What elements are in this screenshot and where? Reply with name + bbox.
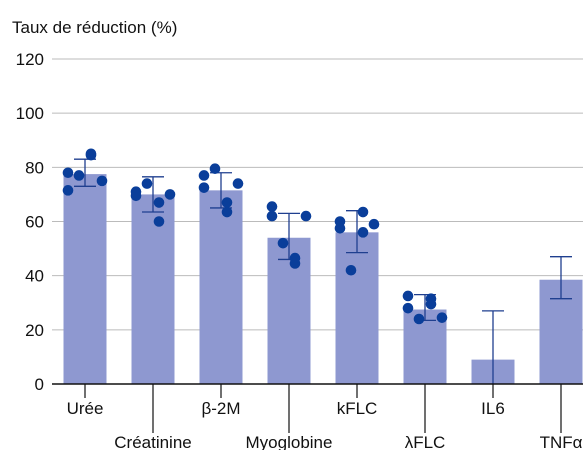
data-point [141, 178, 153, 189]
data-point [232, 178, 244, 189]
bar [335, 232, 379, 384]
x-tick-label: kFLC [337, 399, 378, 418]
data-point [289, 252, 301, 264]
data-point [85, 148, 97, 160]
data-point [357, 227, 369, 238]
error-bar [550, 256, 572, 300]
data-point [368, 218, 380, 230]
x-tick-label: IL6 [481, 399, 505, 418]
data-point [221, 206, 233, 218]
x-tick-label: Urée [67, 399, 104, 418]
y-tick-label: 0 [35, 375, 44, 394]
data-point [277, 237, 289, 249]
y-tick-label: 80 [25, 158, 44, 177]
data-point [62, 167, 74, 179]
data-point [153, 197, 165, 208]
y-tick-label: 20 [25, 321, 44, 340]
y-tick-label: 40 [25, 267, 44, 286]
data-point [221, 197, 233, 208]
y-tick-label: 60 [25, 213, 44, 232]
y-tick-label: 100 [16, 104, 44, 123]
bars [63, 174, 583, 384]
data-point [266, 210, 278, 222]
x-tick-label: Myoglobine [246, 433, 333, 450]
data-point [209, 163, 221, 174]
data-point [425, 298, 437, 310]
data-point [357, 206, 369, 218]
chart-title: Taux de réduction (%) [12, 18, 177, 37]
data-points [62, 148, 448, 325]
bar [267, 237, 311, 384]
x-tick-label: β-2M [201, 399, 240, 418]
data-point [300, 210, 312, 222]
data-point [402, 290, 414, 302]
bar [199, 190, 243, 384]
bar [131, 194, 175, 384]
data-point [153, 216, 165, 227]
data-point [73, 170, 85, 181]
bar [63, 174, 107, 384]
data-point [413, 313, 425, 325]
y-tick-label: 120 [16, 50, 44, 69]
data-point [334, 222, 346, 234]
data-point [96, 175, 108, 187]
error-bar [142, 176, 164, 213]
x-tick-label: Créatinine [114, 433, 192, 450]
data-point [402, 302, 414, 314]
data-point [130, 190, 142, 202]
data-point [436, 312, 448, 323]
x-tick-label: TNFα [540, 433, 583, 450]
data-point [62, 185, 74, 196]
data-point [198, 182, 210, 193]
data-point [345, 264, 357, 276]
y-axis-ticks: 0 20 40 60 80 100 120 [16, 50, 44, 394]
x-tick-label: λFLC [405, 433, 446, 450]
error-bar [482, 310, 504, 384]
data-point [198, 170, 210, 181]
data-point [266, 201, 278, 212]
error-bars [74, 158, 572, 384]
data-point [164, 189, 176, 200]
